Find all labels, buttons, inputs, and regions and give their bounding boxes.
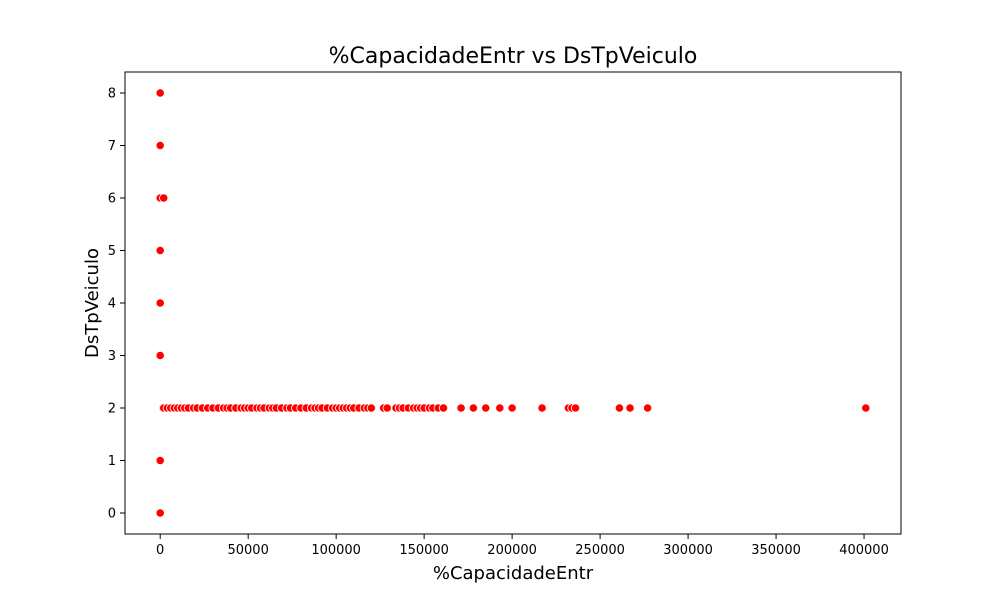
x-tick-label: 250000 (575, 543, 625, 558)
y-tick-label: 1 (108, 454, 116, 469)
x-tick-label: 50000 (227, 543, 268, 558)
chart-title: %CapacidadeEntr vs DsTpVeiculo (329, 44, 698, 69)
y-tick-label: 5 (108, 244, 116, 259)
data-point (382, 403, 392, 413)
data-point (155, 350, 165, 361)
y-tick-label: 7 (108, 139, 116, 154)
y-tick-label: 3 (108, 349, 116, 364)
data-point (155, 455, 165, 466)
data-point (159, 193, 169, 203)
data-points-layer (155, 88, 871, 518)
data-point (438, 403, 449, 413)
y-tick-label: 0 (108, 507, 116, 522)
x-tick-label: 150000 (399, 543, 449, 558)
data-point (570, 403, 581, 413)
x-tick-label: 100000 (311, 543, 361, 558)
y-tick-label: 6 (108, 192, 116, 207)
data-point (456, 403, 466, 413)
data-point (643, 403, 653, 413)
y-axis-label: DsTpVeiculo (82, 248, 103, 358)
y-axis-ticks: 0 1 2 3 4 5 6 7 8 (108, 87, 125, 522)
data-point (614, 403, 625, 413)
x-axis-label: %CapacidadeEntr (433, 563, 594, 584)
data-point (155, 245, 165, 256)
y-tick-label: 2 (108, 402, 116, 417)
data-point (495, 403, 505, 413)
x-tick-label: 300000 (663, 543, 713, 558)
data-point (155, 298, 165, 308)
x-tick-label: 0 (156, 543, 164, 558)
data-point (468, 403, 479, 413)
data-point (155, 140, 165, 151)
data-point (481, 403, 491, 413)
x-tick-label: 200000 (487, 543, 537, 558)
data-point (537, 403, 547, 413)
x-tick-label: 350000 (751, 543, 801, 558)
data-point (155, 88, 165, 98)
data-point (155, 508, 165, 518)
x-tick-label: 400000 (839, 543, 889, 558)
data-point (861, 403, 871, 413)
y-tick-label: 8 (108, 87, 116, 102)
data-point (507, 403, 517, 413)
x-axis-ticks: 0 50000 100000 150000 200000 250000 300000 3500… (156, 534, 889, 558)
data-point (625, 403, 635, 413)
y-tick-label: 4 (108, 297, 116, 312)
data-point (366, 403, 376, 413)
